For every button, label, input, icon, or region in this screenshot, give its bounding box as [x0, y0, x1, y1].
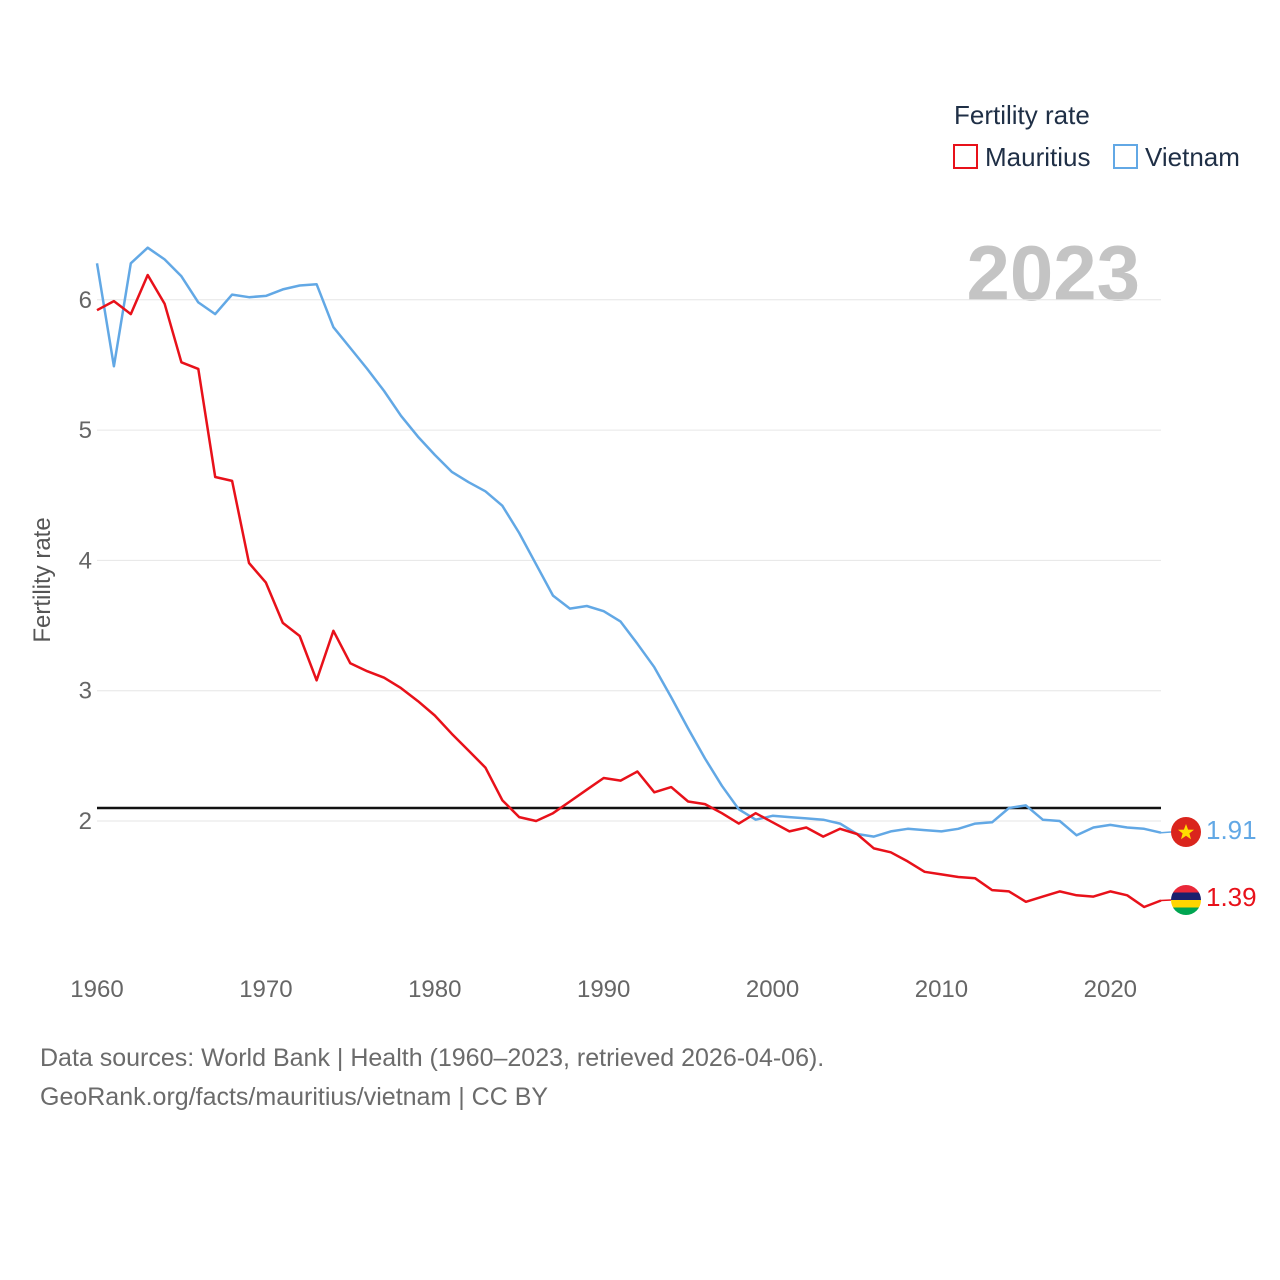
legend-title: Fertility rate [954, 100, 1090, 130]
end-value-mauritius: 1.39 [1206, 882, 1257, 912]
x-tick-labels: 1960 1970 1980 1990 2000 2010 2020 [70, 976, 1137, 1003]
y-tick-label: 2 [79, 808, 92, 835]
vietnam-flag-icon [1171, 817, 1201, 847]
series-line-vietnam[interactable] [95, 246, 1162, 838]
x-tick-label: 1980 [408, 976, 461, 1003]
end-connector-vietnam [1160, 831, 1172, 834]
legend-swatch-mauritius[interactable] [953, 144, 978, 169]
series-end-markers: 1.91 1.39 [1171, 815, 1257, 915]
series-lines [95, 246, 1172, 909]
series-line-mauritius[interactable] [96, 273, 1162, 909]
y-tick-label: 5 [79, 417, 92, 444]
end-value-vietnam: 1.91 [1206, 815, 1257, 845]
x-tick-label: 2000 [746, 976, 799, 1003]
y-tick-label: 6 [79, 287, 92, 314]
y-tick-label: 4 [79, 547, 92, 574]
x-tick-label: 1970 [239, 976, 292, 1003]
gridlines [97, 299, 1161, 822]
source-line-1: Data sources: World Bank | Health (1960–… [40, 1044, 825, 1072]
legend-label-mauritius[interactable]: Mauritius [985, 142, 1090, 172]
x-tick-label: 1990 [577, 976, 630, 1003]
legend-label-vietnam[interactable]: Vietnam [1145, 142, 1240, 172]
y-axis-label: Fertility rate [29, 517, 56, 642]
legend-swatch-vietnam[interactable] [1113, 144, 1138, 169]
y-tick-label: 3 [79, 678, 92, 705]
y-tick-labels: 2 3 4 5 6 [79, 287, 92, 835]
year-label: 2023 [966, 229, 1140, 317]
x-tick-label: 1960 [70, 976, 123, 1003]
mauritius-flag-icon [1171, 885, 1201, 915]
x-tick-label: 2020 [1084, 976, 1137, 1003]
x-tick-label: 2010 [915, 976, 968, 1003]
source-line-2[interactable]: GeoRank.org/facts/mauritius/vietnam | CC… [40, 1083, 549, 1111]
